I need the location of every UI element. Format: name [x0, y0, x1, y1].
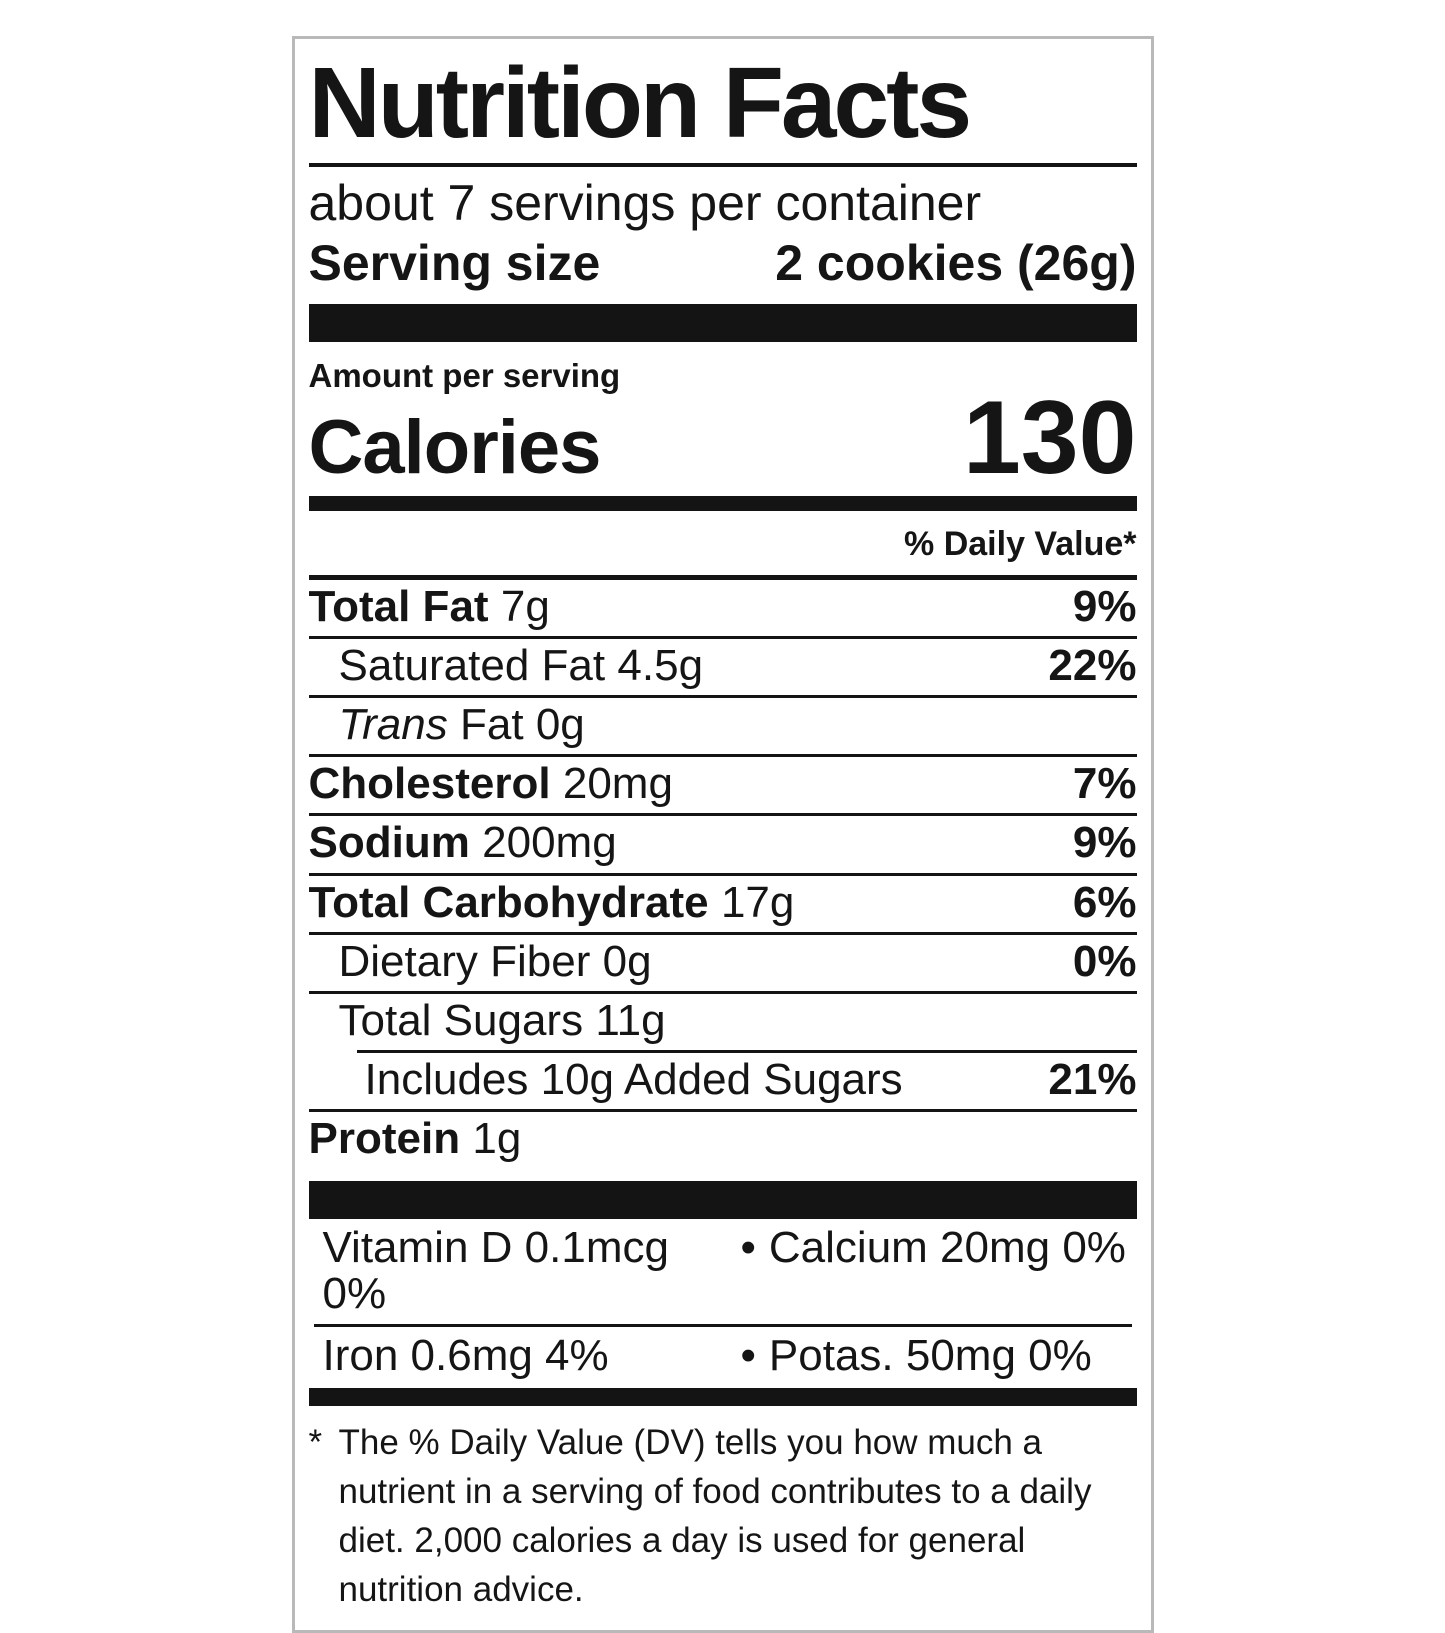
nutrient-row-cholesterol: Cholesterol 20mg 7% — [309, 757, 1137, 813]
section-bar-vitamins — [308, 1180, 1137, 1219]
vitamin-row-divider — [313, 1323, 1132, 1327]
potassium-value: Potas. 50mg 0% — [768, 1330, 1092, 1380]
nutrient-name: Dietary Fiber 0g — [338, 936, 652, 986]
title-divider — [308, 163, 1137, 167]
nutrient-name: Total Fat 7g — [308, 581, 550, 631]
nutrient-dv: 21% — [1048, 1055, 1137, 1105]
nutrient-row-saturated-fat: Saturated Fat 4.5g 22% — [309, 639, 1137, 695]
vitamin-d-value: Vitamin D 0.1mcg 0% — [322, 1222, 669, 1318]
footnote-asterisk: * — [308, 1423, 323, 1463]
nutrient-dv: 22% — [1048, 640, 1137, 690]
nutrient-row-trans-fat: Trans Fat 0g — [309, 698, 1137, 754]
vitamin-row-2: Iron 0.6mg 4% • Potas. 50mg 0% — [309, 1327, 1137, 1386]
row-divider — [308, 813, 1137, 817]
bullet-separator: • — [740, 1330, 756, 1380]
footnote-text: The % Daily Value (DV) tells you how muc… — [338, 1423, 1092, 1610]
row-divider — [308, 695, 1137, 699]
nutrient-row-sodium: Sodium 200mg 9% — [309, 816, 1137, 872]
nutrient-name: Total Sugars 11g — [338, 996, 666, 1045]
nutrient-row-protein: Protein 1g — [309, 1112, 1137, 1168]
nutrient-dv: 9% — [1072, 581, 1137, 631]
calories-divider-bar — [308, 495, 1137, 511]
calories-value: 130 — [962, 380, 1137, 497]
nutrient-row-total-carbohydrate: Total Carbohydrate 17g 6% — [309, 876, 1137, 932]
daily-value-header: % Daily Value* — [308, 511, 1137, 580]
calories-row: Calories 130 — [309, 386, 1137, 491]
serving-size-value: 2 cookies (26g) — [775, 235, 1137, 291]
row-divider-inset — [356, 1050, 1137, 1054]
nutrient-dv: 9% — [1072, 818, 1137, 868]
bullet-separator: • — [740, 1222, 756, 1272]
nutrition-facts-label: Nutrition Facts about 7 servings per con… — [291, 36, 1154, 1633]
iron-value: Iron 0.6mg 4% — [322, 1330, 609, 1380]
nutrient-dv: 6% — [1072, 877, 1137, 927]
amount-per-serving-label: Amount per serving — [308, 357, 621, 394]
servings-per-container: about 7 servings per container — [308, 175, 982, 231]
nutrient-name: Saturated Fat 4.5g — [338, 640, 704, 690]
nutrient-row-added-sugars: Includes 10g Added Sugars 21% — [309, 1053, 1137, 1109]
section-bar-top — [308, 304, 1137, 342]
nutrient-name: Trans Fat 0g — [338, 700, 585, 750]
nutrient-name: Cholesterol 20mg — [308, 759, 673, 809]
calories-label: Calories — [308, 405, 602, 491]
section-bar-footnote — [308, 1388, 1137, 1407]
nutrient-dv: 7% — [1072, 759, 1137, 809]
calcium-cell: • Calcium 20mg 0% — [740, 1222, 1126, 1272]
row-divider — [308, 931, 1137, 935]
nutrient-row-total-fat: Total Fat 7g 9% — [309, 580, 1137, 636]
nutrient-name: Sodium 200mg — [308, 818, 617, 868]
nutrient-name: Total Carbohydrate 17g — [308, 877, 795, 927]
row-divider — [308, 872, 1137, 876]
row-divider — [308, 991, 1137, 994]
calcium-value: Calcium 20mg 0% — [768, 1222, 1126, 1272]
nutrient-name: Protein 1g — [308, 1114, 522, 1164]
potassium-cell: • Potas. 50mg 0% — [740, 1330, 1092, 1380]
label-title: Nutrition Facts — [308, 47, 973, 159]
nutrient-name: Includes 10g Added Sugars — [364, 1055, 903, 1105]
nutrient-row-dietary-fiber: Dietary Fiber 0g 0% — [309, 935, 1137, 991]
vitamin-row-1: Vitamin D 0.1mcg 0% • Calcium 20mg 0% — [309, 1219, 1137, 1324]
serving-size-label: Serving size — [308, 235, 601, 291]
nutrient-dv: 0% — [1072, 936, 1137, 986]
serving-size-row: Serving size 2 cookies (26g) — [309, 234, 1137, 292]
row-divider — [308, 754, 1137, 758]
daily-value-footnote: * The % Daily Value (DV) tells you how m… — [309, 1418, 1137, 1614]
row-divider — [308, 635, 1137, 639]
nutrient-row-total-sugars: Total Sugars 11g — [309, 994, 1137, 1050]
row-divider — [308, 1109, 1137, 1113]
